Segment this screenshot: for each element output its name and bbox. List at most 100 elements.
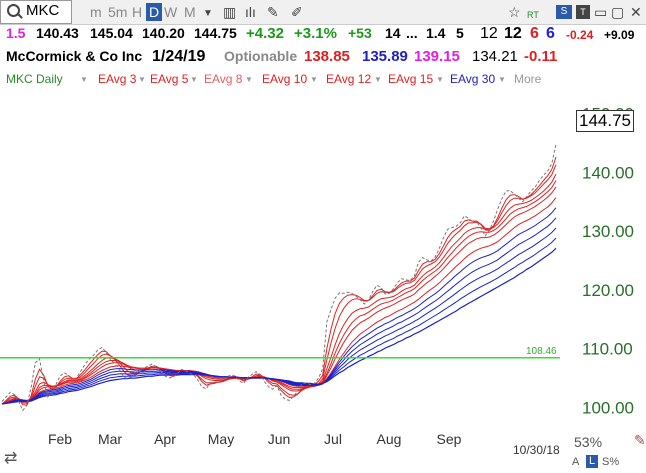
legend-item-eavg3[interactable]: EAvg 3 xyxy=(98,72,137,86)
resistance-label: 108.46 xyxy=(526,346,557,357)
ema12-line xyxy=(1,186,557,405)
x-tick-label: Mar xyxy=(98,431,122,447)
metric-3: 1.4 xyxy=(426,25,446,41)
x-tick-label: Aug xyxy=(377,431,402,447)
x-tick-label: Apr xyxy=(154,431,176,447)
period-monthly-button[interactable]: M xyxy=(184,4,196,20)
legend-item-eavg12[interactable]: EAvg 12 xyxy=(326,72,372,86)
company-name: McCormick & Co Inc xyxy=(6,48,143,64)
dropdown-icon[interactable]: ▼ xyxy=(138,75,146,84)
symbol-text: MKC xyxy=(26,2,60,19)
optionable-label: Optionable xyxy=(224,48,298,64)
close-value: 144.75 xyxy=(194,25,237,41)
info-value-3: 139.15 xyxy=(414,48,460,65)
metric-4: 5 xyxy=(456,25,464,41)
x-axis: Feb Mar Apr May Jun Jul Aug Sep xyxy=(48,431,462,447)
axis-auto-button[interactable]: A xyxy=(572,456,580,468)
current-price-label: 144.75 xyxy=(576,110,634,132)
draw-line-icon[interactable]: ✎ xyxy=(267,4,279,20)
metric-dots: ... xyxy=(406,25,418,41)
toolbar: MKC m 5m H D W M ▼ ▥ ılı ✎ ✐ ☆ RT S T ▭ … xyxy=(0,0,646,25)
metric-8: 6 xyxy=(546,25,555,42)
metric-7: 6 xyxy=(530,25,539,42)
info-value-2: 135.89 xyxy=(362,48,408,65)
favorite-icon[interactable]: ☆ xyxy=(508,4,521,20)
axis-scale-button[interactable]: S% xyxy=(602,456,620,468)
pencil-icon[interactable]: ✐ xyxy=(291,4,303,20)
bar-chart-icon[interactable]: ▥ xyxy=(223,4,237,20)
trend-t-icon[interactable]: T xyxy=(576,5,590,19)
legend-item-eavg30[interactable]: EAvg 30 xyxy=(450,72,496,86)
period-weekly-button[interactable]: W xyxy=(164,4,178,20)
info-value-5: -0.11 xyxy=(524,48,558,65)
symbol-input[interactable]: MKC xyxy=(0,0,72,24)
info-value-4: 134.21 xyxy=(472,48,518,65)
y-tick-label: 130.00 xyxy=(582,222,634,241)
x-tick-label: Feb xyxy=(48,431,72,447)
ribbon-line-4 xyxy=(1,207,557,405)
period-hour-button[interactable]: H xyxy=(132,4,143,20)
quote-date: 1/24/19 xyxy=(152,48,206,65)
price-line xyxy=(1,144,557,412)
ratio-value: 1.5 xyxy=(6,25,26,41)
dropdown-icon[interactable]: ▼ xyxy=(498,75,506,84)
y-tick-label: 140.00 xyxy=(582,163,634,182)
high-value: 145.04 xyxy=(90,25,133,41)
legend-item-eavg10[interactable]: EAvg 10 xyxy=(262,72,308,86)
legend-item-price[interactable]: MKC Daily xyxy=(6,72,63,86)
moving-averages xyxy=(1,156,557,406)
indicators-icon[interactable]: ılı xyxy=(245,4,256,20)
axis-log-button[interactable]: L xyxy=(586,455,598,468)
metric-1: +53 xyxy=(348,25,372,41)
zoom-percent: 53% xyxy=(574,434,603,450)
y-tick-label: 100.00 xyxy=(582,399,634,418)
x-tick-label: Jul xyxy=(324,431,342,447)
minimize-icon[interactable]: ▭ xyxy=(594,4,608,20)
horizontal-line: 108.46 xyxy=(0,346,560,359)
metric-9: -0.24 xyxy=(566,28,594,42)
period-dropdown-icon[interactable]: ▼ xyxy=(203,8,213,19)
refresh-icon[interactable]: ⇄ xyxy=(4,450,18,467)
ema8-line xyxy=(1,173,557,405)
change-pct-value: +3.1% xyxy=(294,25,337,42)
metric-10: +9.09 xyxy=(604,28,635,42)
dropdown-icon[interactable]: ▼ xyxy=(80,75,88,84)
info-value-1: 138.85 xyxy=(304,48,350,65)
price-chart[interactable]: 108.46 100.00110.00120.00130.00140.00150… xyxy=(0,88,646,473)
realtime-icon[interactable]: RT xyxy=(527,10,539,20)
ema10-line xyxy=(1,180,557,405)
price-series xyxy=(1,144,557,412)
legend-item-eavg5[interactable]: EAvg 5 xyxy=(150,72,189,86)
x-tick-label: Sep xyxy=(437,431,462,447)
period-minute-button[interactable]: m xyxy=(90,4,102,20)
period-5min-button[interactable]: 5m xyxy=(108,4,128,20)
metric-2: 14 xyxy=(385,25,401,41)
ema5-line xyxy=(1,164,557,405)
dropdown-icon[interactable]: ▼ xyxy=(436,75,444,84)
edit-icon[interactable]: ✎ xyxy=(634,432,646,448)
y-tick-label: 120.00 xyxy=(582,281,634,300)
dropdown-icon[interactable]: ▼ xyxy=(190,75,198,84)
legend-item-eavg15[interactable]: EAvg 15 xyxy=(388,72,434,86)
maximize-icon[interactable]: ▢ xyxy=(611,4,625,20)
ribbon-line-3 xyxy=(1,217,557,405)
metric-6: 12 xyxy=(504,25,522,42)
open-value: 140.43 xyxy=(36,25,79,41)
metric-5: 12 xyxy=(480,25,498,42)
legend-more-button[interactable]: More xyxy=(514,72,542,86)
legend-item-eavg8[interactable]: EAvg 8 xyxy=(204,72,243,86)
close-icon[interactable]: ✕ xyxy=(630,4,642,20)
period-daily-button[interactable]: D xyxy=(146,3,163,21)
settings-s-icon[interactable]: S xyxy=(556,5,572,19)
dropdown-icon[interactable]: ▼ xyxy=(374,75,382,84)
footer-date: 10/30/18 xyxy=(513,443,560,457)
search-icon xyxy=(7,4,20,17)
change-value: +4.32 xyxy=(246,25,284,42)
dropdown-icon[interactable]: ▼ xyxy=(310,75,318,84)
x-tick-label: May xyxy=(208,431,234,447)
ema3-line xyxy=(1,156,557,406)
dropdown-icon[interactable]: ▼ xyxy=(245,75,253,84)
low-value: 140.20 xyxy=(142,25,185,41)
x-tick-label: Jun xyxy=(268,431,291,447)
